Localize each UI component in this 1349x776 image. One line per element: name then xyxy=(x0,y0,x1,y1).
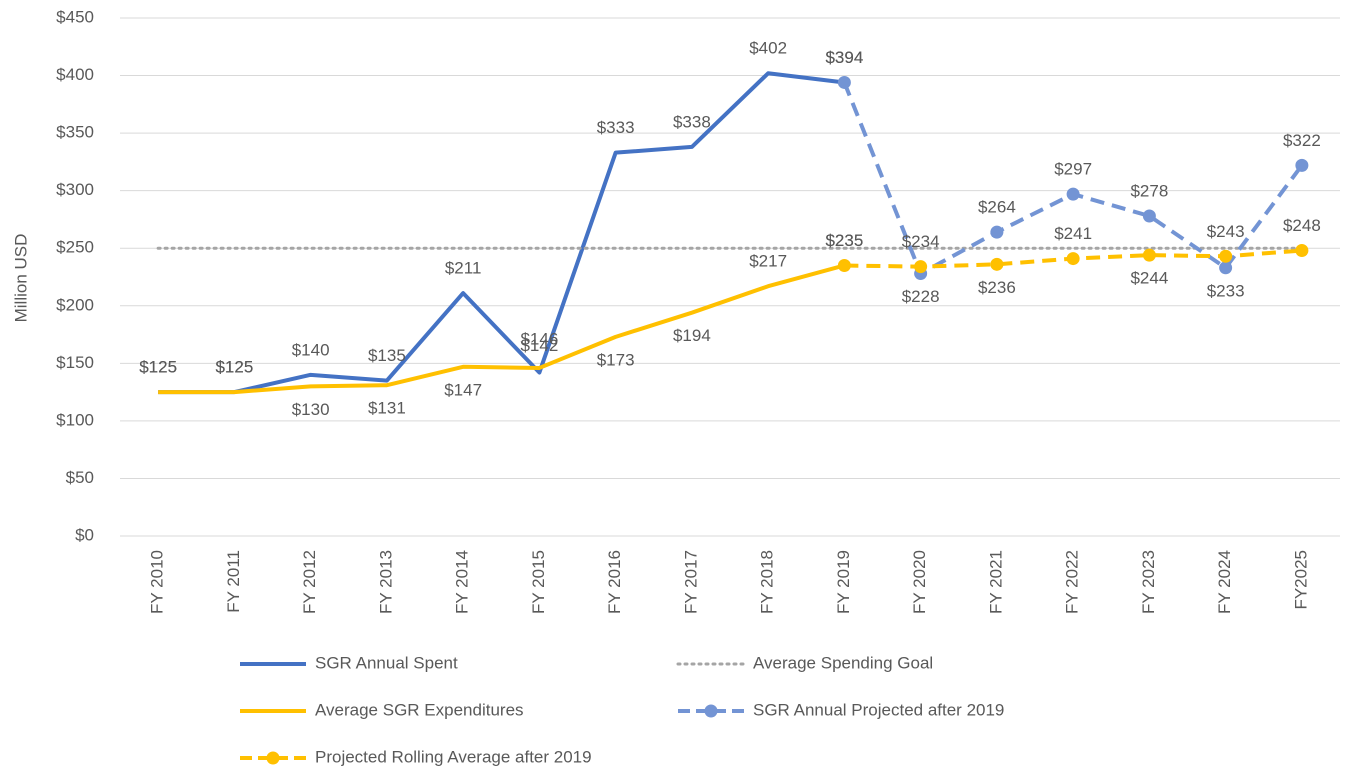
point-marker xyxy=(914,260,928,274)
x-tick-label: FY 2017 xyxy=(681,550,700,614)
x-tick-label: FY2025 xyxy=(1291,550,1310,610)
point-marker xyxy=(990,257,1004,271)
y-tick-label: $350 xyxy=(56,123,94,142)
data-label: $394 xyxy=(825,48,863,67)
y-tick-label: $300 xyxy=(56,180,94,199)
point-marker xyxy=(990,225,1004,239)
y-tick-label: $0 xyxy=(75,525,94,544)
data-label: $125 xyxy=(139,358,177,377)
y-tick-label: $400 xyxy=(56,65,94,84)
data-label: $235 xyxy=(825,231,863,250)
x-tick-label: FY 2011 xyxy=(224,550,243,613)
point-marker xyxy=(1066,252,1080,266)
data-label: $135 xyxy=(368,346,406,365)
point-marker xyxy=(837,258,851,272)
x-tick-label: FY 2019 xyxy=(834,550,853,614)
data-label: $173 xyxy=(597,350,635,369)
data-label: $236 xyxy=(978,278,1016,297)
y-tick-label: $100 xyxy=(56,410,94,429)
data-label: $234 xyxy=(902,232,940,251)
x-tick-label: FY 2023 xyxy=(1139,550,1158,614)
legend-label: Average Spending Goal xyxy=(753,653,933,672)
data-label: $147 xyxy=(444,380,482,399)
x-tick-label: FY 2015 xyxy=(529,550,548,614)
x-tick-label: FY 2020 xyxy=(910,550,929,614)
data-label: $338 xyxy=(673,112,711,131)
y-tick-label: $200 xyxy=(56,295,94,314)
data-label: $194 xyxy=(673,326,711,345)
legend-marker xyxy=(704,704,718,718)
data-label: $131 xyxy=(368,399,406,418)
legend-label: SGR Annual Spent xyxy=(315,653,458,672)
x-tick-label: FY 2014 xyxy=(453,550,472,614)
data-label: $333 xyxy=(597,118,635,137)
data-label: $211 xyxy=(445,259,482,278)
point-marker xyxy=(837,75,851,89)
legend-label: SGR Annual Projected after 2019 xyxy=(753,700,1004,719)
legend-marker xyxy=(266,751,280,765)
point-marker xyxy=(1142,248,1156,262)
data-label: $264 xyxy=(978,198,1016,217)
y-tick-label: $50 xyxy=(66,468,94,487)
data-label: $142 xyxy=(520,336,558,355)
x-tick-label: FY 2022 xyxy=(1063,550,1082,614)
data-label: $140 xyxy=(292,340,330,359)
data-label: $130 xyxy=(292,400,330,419)
legend-label: Projected Rolling Average after 2019 xyxy=(315,747,592,766)
x-tick-label: FY 2024 xyxy=(1215,550,1234,614)
data-label: $297 xyxy=(1054,160,1092,179)
series-line xyxy=(158,71,845,395)
point-marker xyxy=(1142,209,1156,223)
point-marker xyxy=(1295,244,1309,258)
data-label: $402 xyxy=(749,39,787,58)
data-label: $233 xyxy=(1207,281,1245,300)
y-axis-label: Million USD xyxy=(11,234,30,323)
x-tick-label: FY 2018 xyxy=(758,550,777,614)
data-label: $248 xyxy=(1283,216,1321,235)
data-label: $244 xyxy=(1130,269,1168,288)
x-tick-label: FY 2013 xyxy=(376,550,395,614)
point-marker xyxy=(1295,158,1309,172)
series-line xyxy=(158,263,845,395)
point-marker xyxy=(1219,249,1233,263)
data-label: $322 xyxy=(1283,131,1321,150)
legend-label: Average SGR Expenditures xyxy=(315,700,524,719)
point-marker xyxy=(1219,261,1233,275)
x-tick-label: FY 2016 xyxy=(605,550,624,614)
y-tick-label: $150 xyxy=(56,353,94,372)
data-label: $125 xyxy=(215,358,253,377)
data-label: $217 xyxy=(749,252,787,271)
data-label: $235 xyxy=(825,231,863,250)
y-tick-label: $250 xyxy=(56,238,94,257)
data-label: $278 xyxy=(1130,181,1168,200)
data-label: $394 xyxy=(825,48,863,67)
data-label: $243 xyxy=(1207,222,1245,241)
data-label: $241 xyxy=(1054,224,1092,243)
data-label: $146 xyxy=(520,329,558,348)
point-marker xyxy=(1066,187,1080,201)
x-tick-label: FY 2012 xyxy=(300,550,319,614)
y-tick-label: $450 xyxy=(56,7,94,26)
data-label: $125 xyxy=(215,358,253,377)
x-tick-label: FY 2021 xyxy=(986,550,1005,614)
data-label: $228 xyxy=(902,287,940,306)
data-label: $125 xyxy=(139,358,177,377)
x-tick-label: FY 2010 xyxy=(148,550,167,614)
